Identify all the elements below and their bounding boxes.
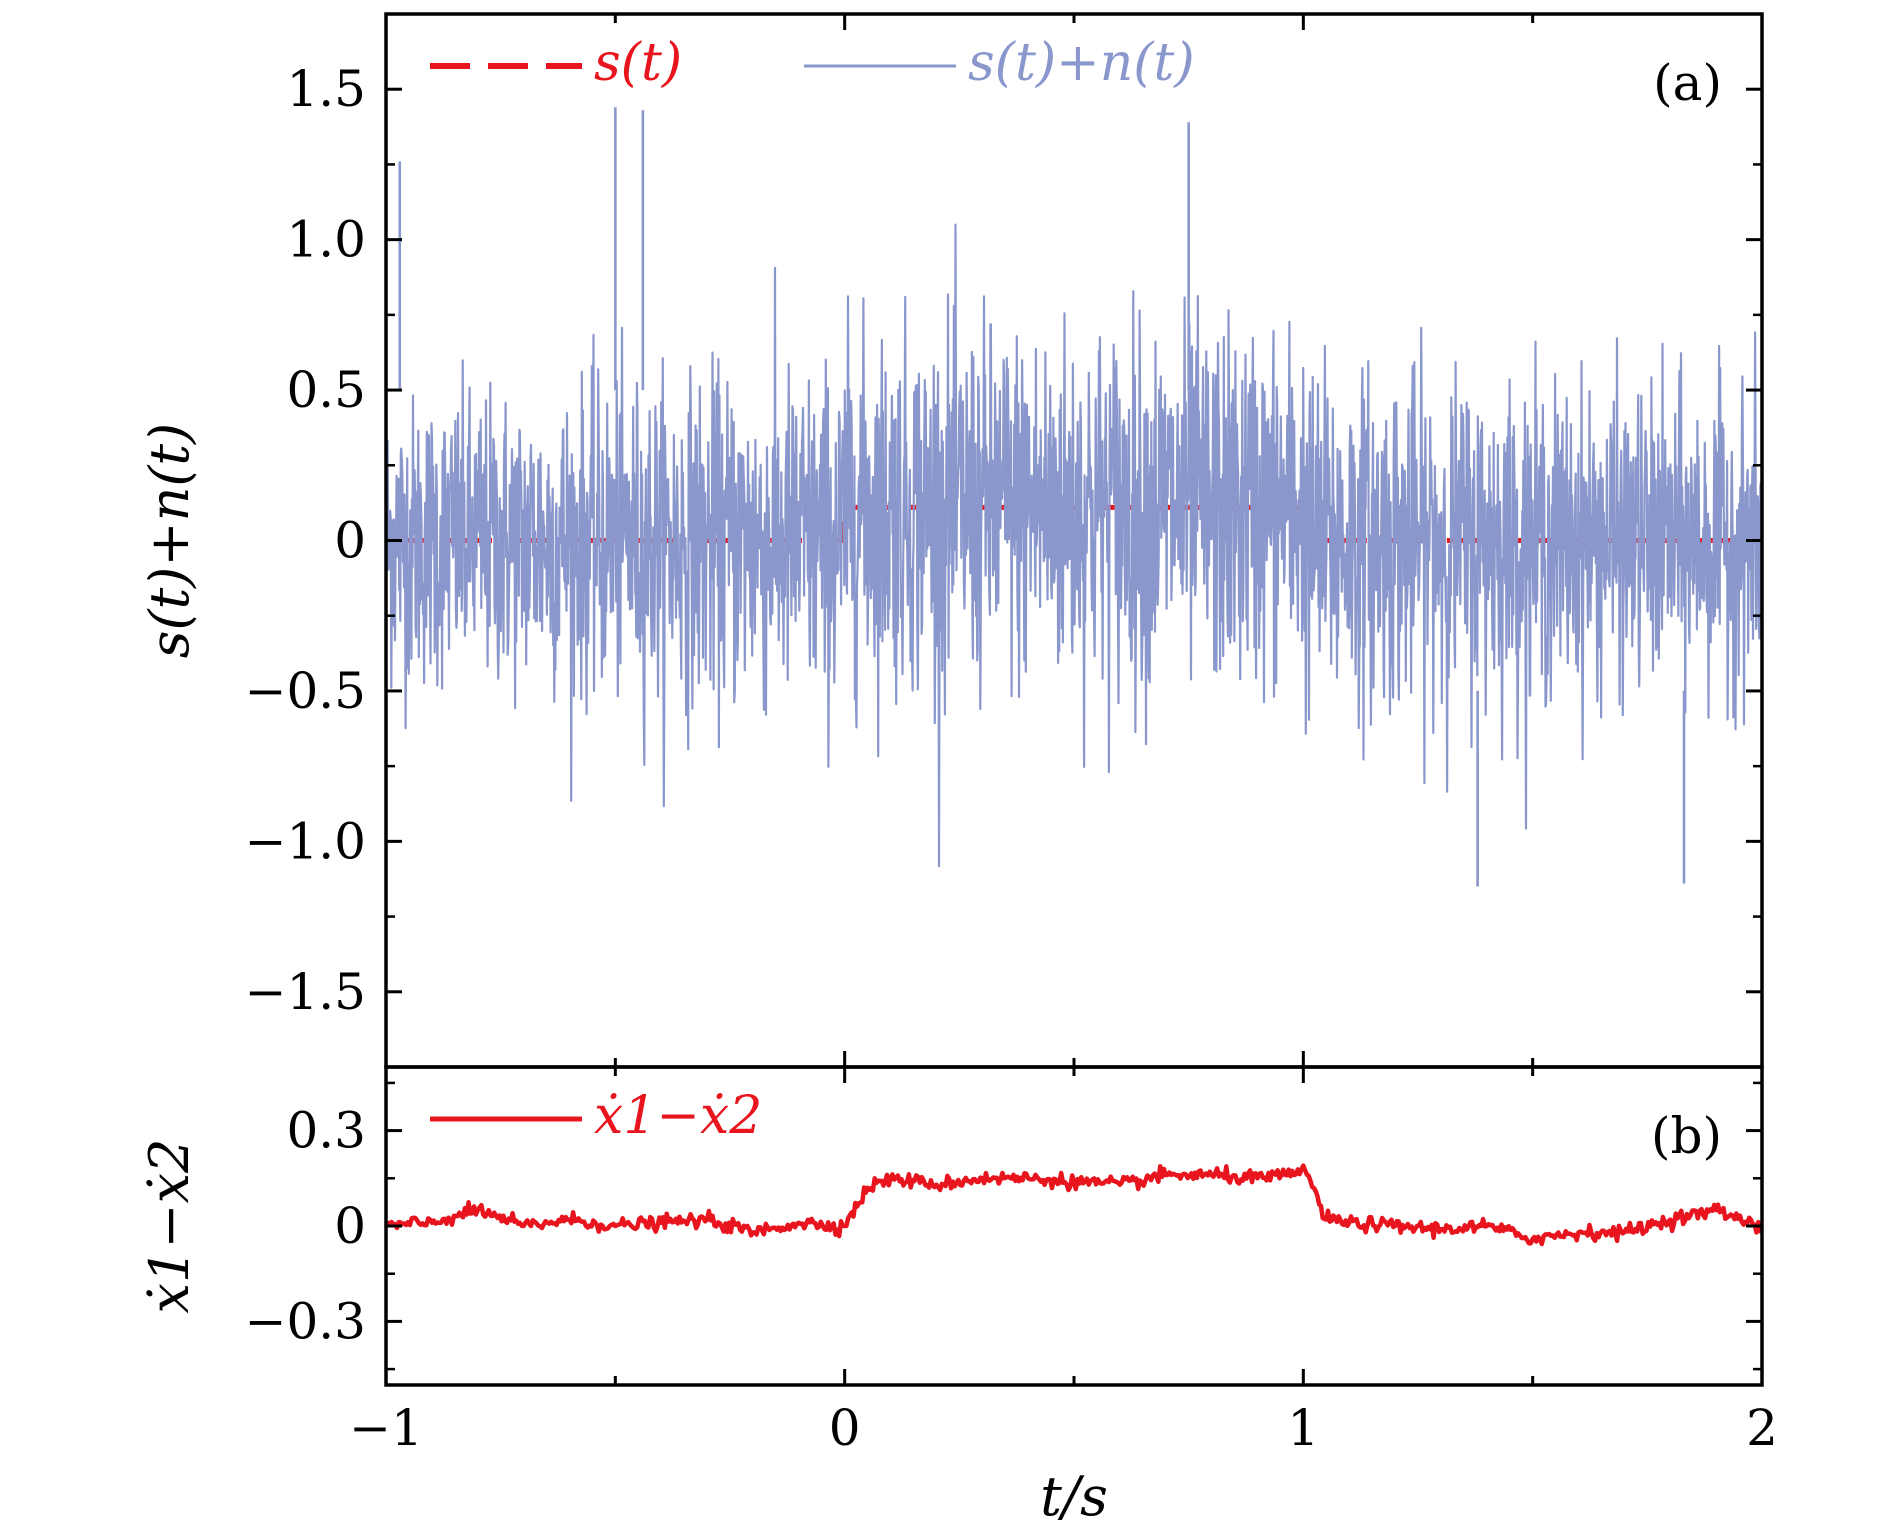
plot-area xyxy=(386,107,1762,887)
noisy-signal-line xyxy=(386,223,1762,868)
legend-label: s(t) xyxy=(594,33,682,93)
y-tick-label: 0.5 xyxy=(286,361,366,419)
y-axis-label: ẋ1−ẋ2 xyxy=(138,1139,201,1314)
y-tick-label: 1.0 xyxy=(286,211,366,269)
y-tick-label: 0.3 xyxy=(286,1102,366,1160)
panel-b: 0.3 0 −0.3 −1 0 1 2 t/s ẋ1−ẋ2 (b) ẋ1−ẋ2 xyxy=(138,1065,1778,1528)
x-tick-label: 2 xyxy=(1746,1399,1778,1457)
plot-area xyxy=(386,1163,1762,1247)
response-line xyxy=(386,1163,1762,1247)
x-tick-label: 0 xyxy=(829,1399,861,1457)
panel-tag: (a) xyxy=(1653,54,1722,112)
y-tick-label: 0 xyxy=(334,1197,366,1255)
panel-tag: (b) xyxy=(1651,1107,1722,1165)
y-tick-label: −1.5 xyxy=(245,963,366,1021)
y-tick-label: 1.5 xyxy=(286,60,366,118)
y-axis-label: s(t)+n(t) xyxy=(138,423,201,658)
legend-label: ẋ1−ẋ2 xyxy=(594,1086,762,1146)
y-tick-label: −0.5 xyxy=(245,662,366,720)
x-axis-label: t/s xyxy=(1040,1465,1108,1528)
y-tick-label: −0.3 xyxy=(245,1292,366,1350)
y-tick-label: −1.0 xyxy=(245,812,366,870)
y-tick-label: 0 xyxy=(334,512,366,570)
x-tick-label: 1 xyxy=(1287,1399,1319,1457)
panel-a: 1.5 1.0 0.5 0 −0.5 −1.0 −1.5 s(t)+n(t) (a) s(t) s(… xyxy=(138,12,1764,1069)
x-tick-label: −1 xyxy=(349,1399,423,1457)
legend-label: s(t)+n(t) xyxy=(968,33,1195,93)
